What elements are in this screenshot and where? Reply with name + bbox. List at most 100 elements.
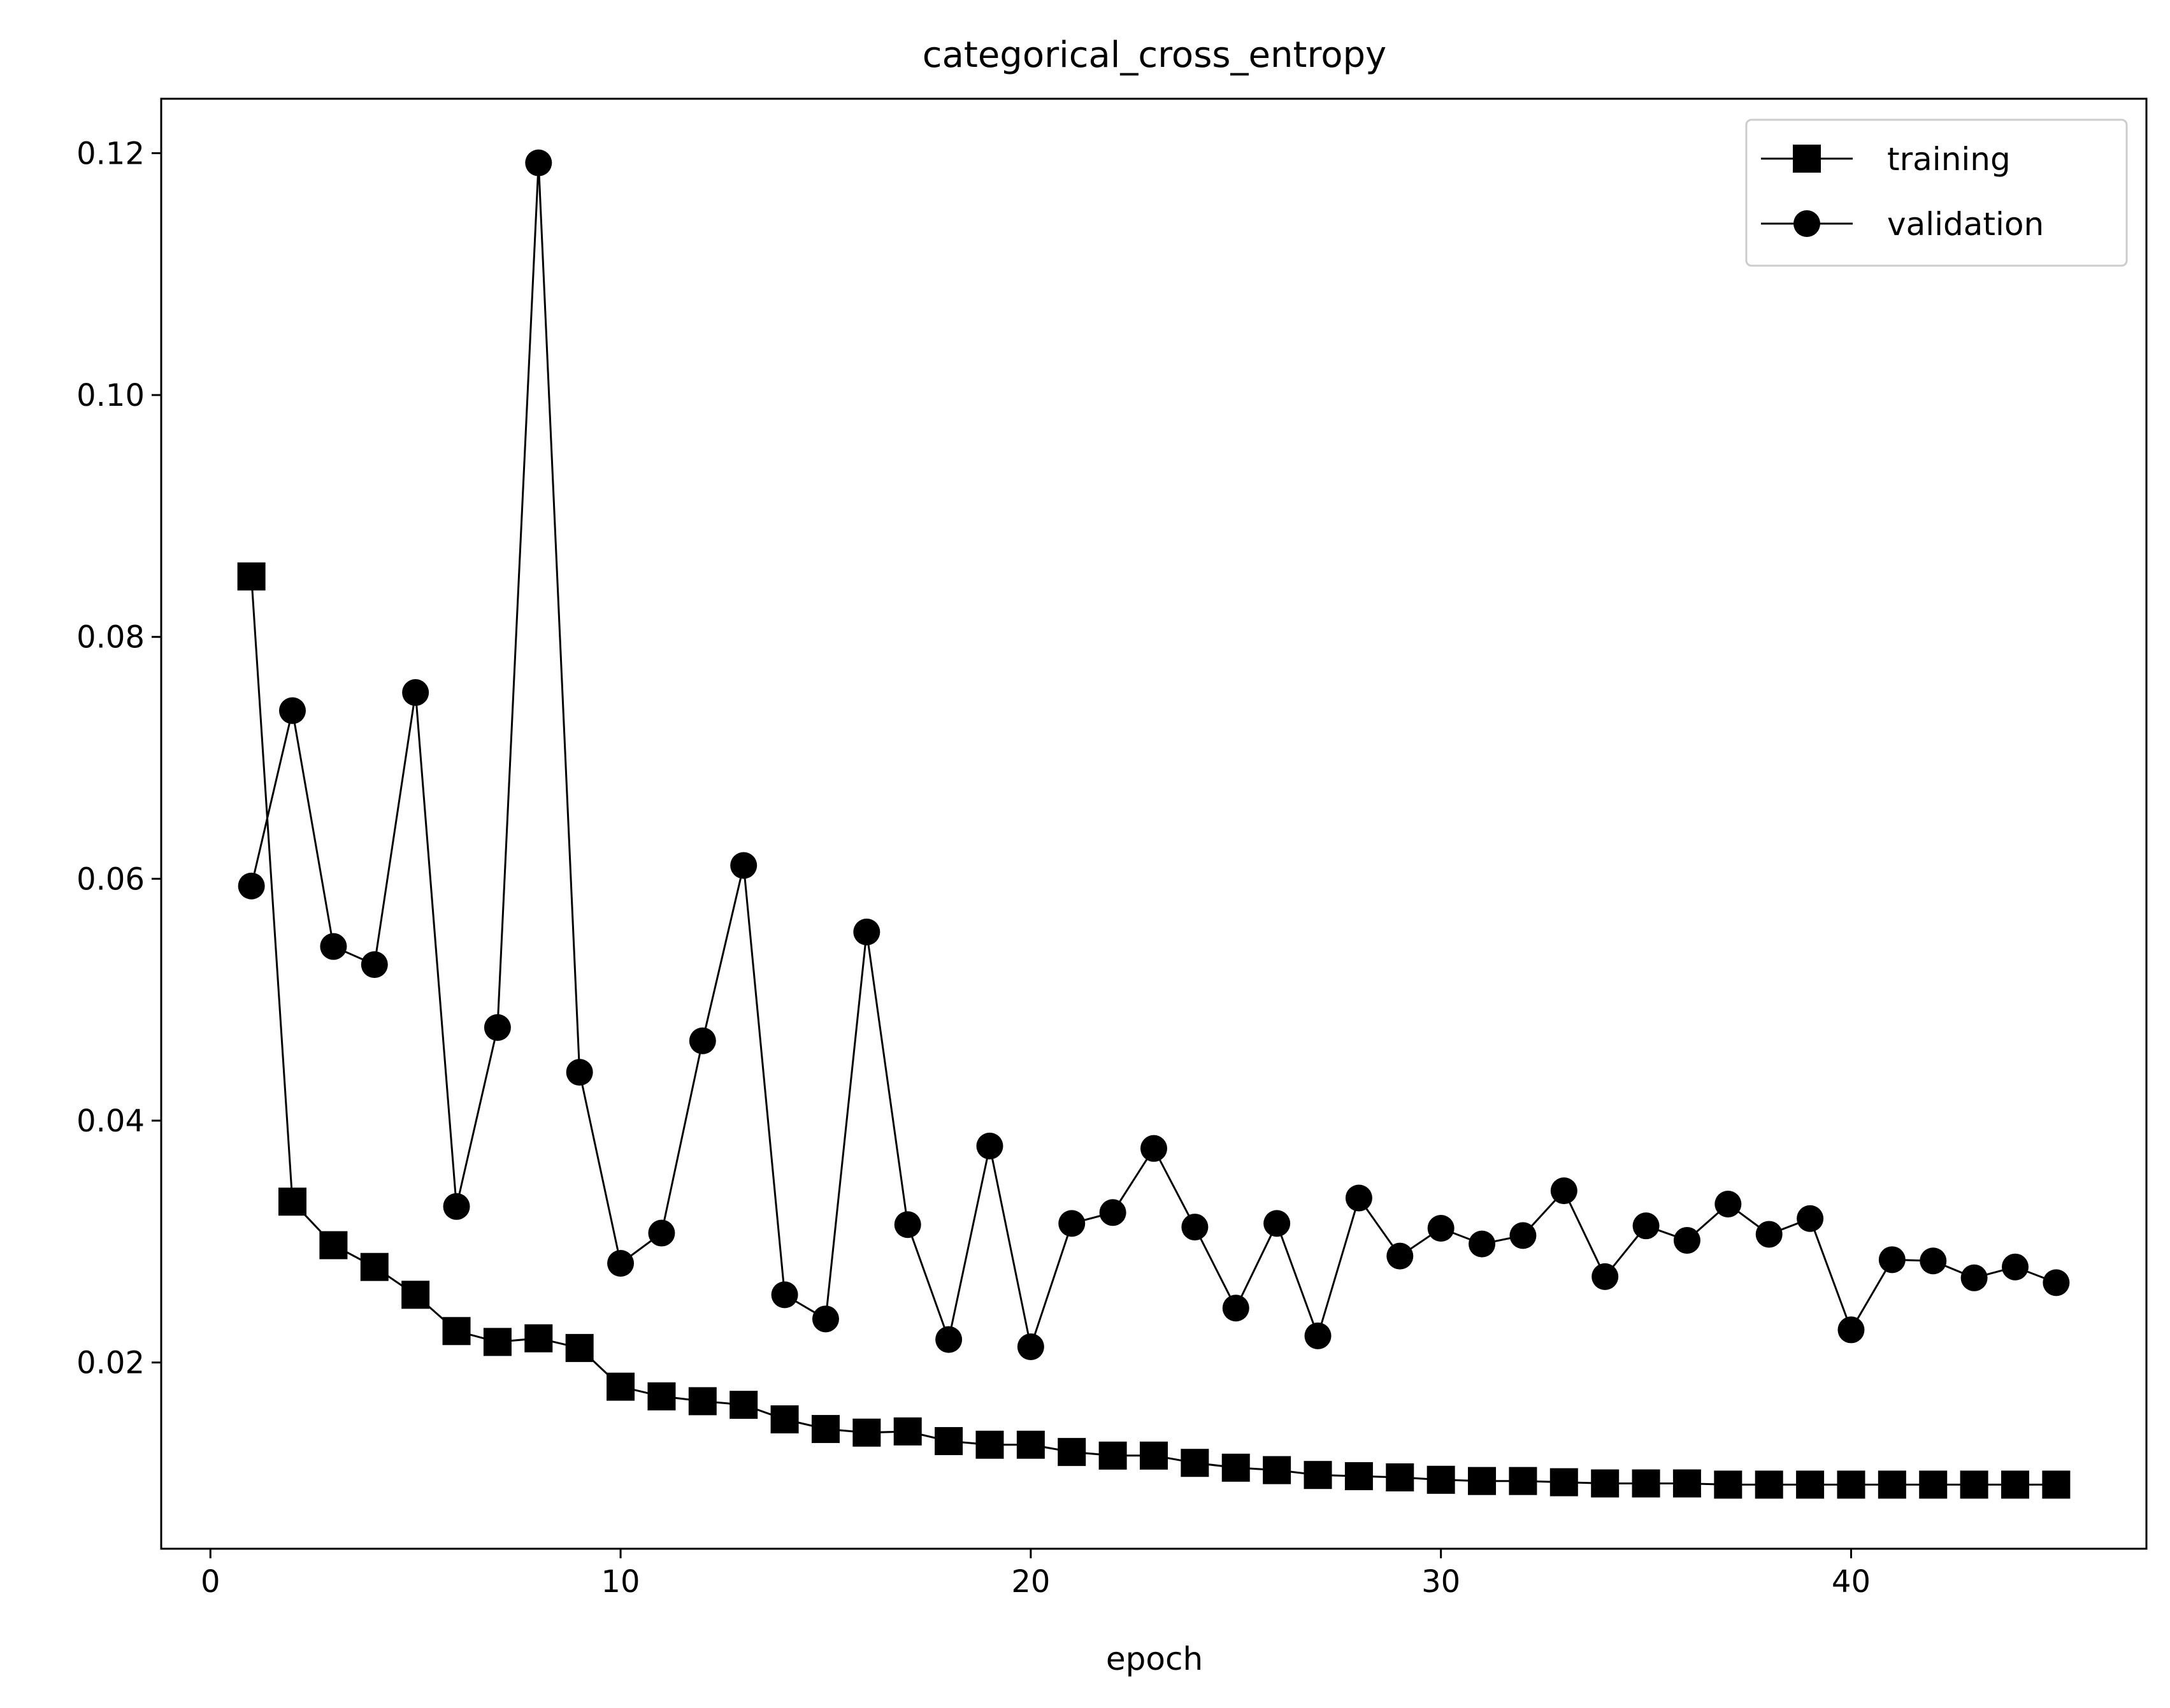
validation-series [238, 149, 2070, 1360]
validation-point [607, 1250, 635, 1277]
validation-point [1140, 1135, 1167, 1162]
training-point [935, 1427, 963, 1456]
training-point [2042, 1470, 2071, 1499]
training-point [1878, 1470, 1906, 1499]
validation-point [1797, 1205, 1824, 1232]
y-tick-label: 0.10 [76, 378, 145, 413]
training-series [237, 562, 2071, 1499]
plot-area [237, 149, 2071, 1499]
legend-validation-circle-marker [1793, 210, 1820, 237]
validation-point [1181, 1214, 1209, 1241]
legend-training-label: training [1887, 141, 2011, 178]
chart-title: categorical_cross_entropy [923, 34, 1386, 76]
training-point [1386, 1463, 1414, 1492]
validation-point [1386, 1242, 1414, 1270]
y-tick-label: 0.12 [76, 136, 145, 171]
training-point [893, 1417, 922, 1446]
x-tick-label: 40 [1832, 1564, 1871, 1600]
validation-point [484, 1014, 511, 1041]
validation-point [402, 679, 429, 707]
training-point [278, 1188, 307, 1216]
training-point [607, 1372, 635, 1401]
validation-point [853, 918, 880, 945]
validation-point [443, 1193, 470, 1220]
validation-point [1632, 1212, 1660, 1240]
validation-point [1469, 1230, 1496, 1258]
x-axis: 0 10 20 30 40 [201, 1549, 1871, 1600]
training-point [1344, 1462, 1373, 1491]
validation-point [1099, 1199, 1126, 1226]
validation-point [1920, 1247, 1947, 1275]
training-point [1714, 1470, 1742, 1499]
validation-point [771, 1281, 798, 1309]
validation-point [894, 1211, 921, 1238]
training-point [1263, 1456, 1291, 1484]
x-tick-label: 30 [1421, 1564, 1460, 1600]
training-point [1549, 1468, 1578, 1496]
plot-frame [160, 97, 2148, 1550]
validation-point [1673, 1226, 1700, 1254]
validation-point [1509, 1222, 1537, 1249]
legend-validation-label: validation [1887, 206, 2044, 243]
training-point [360, 1252, 389, 1281]
validation-point [1878, 1246, 1906, 1274]
training-point [1304, 1461, 1332, 1489]
training-point [237, 562, 266, 591]
validation-point [279, 697, 306, 724]
training-point [688, 1387, 717, 1416]
training-point [524, 1324, 553, 1353]
y-tick-label: 0.04 [76, 1103, 145, 1139]
validation-point [1263, 1210, 1291, 1237]
training-point [811, 1415, 840, 1444]
validation-point [648, 1219, 675, 1247]
y-tick-label: 0.08 [76, 620, 145, 656]
validation-point [1345, 1184, 1372, 1212]
validation-point [2001, 1253, 2029, 1281]
validation-point [1427, 1214, 1455, 1242]
training-point [483, 1328, 512, 1356]
training-point [852, 1418, 881, 1447]
validation-point [976, 1132, 1003, 1159]
training-point [1098, 1441, 1127, 1470]
validation-point [1017, 1333, 1044, 1360]
validation-point [689, 1027, 716, 1054]
training-point [1837, 1470, 1865, 1499]
training-point [1058, 1438, 1086, 1467]
training-point [401, 1281, 430, 1309]
x-axis-label: epoch [1106, 1640, 1203, 1677]
validation-point [525, 149, 552, 176]
validation-point [935, 1326, 963, 1353]
validation-point [320, 933, 347, 960]
validation-point [1960, 1264, 1988, 1291]
legend: training validation [1745, 118, 2128, 267]
training-point [647, 1382, 676, 1410]
validation-point [1304, 1322, 1332, 1349]
training-point [1468, 1467, 1497, 1495]
x-tick-label: 0 [201, 1564, 220, 1600]
training-point [1181, 1449, 1209, 1477]
validation-point [1222, 1295, 1249, 1322]
training-point [1016, 1430, 1045, 1459]
training-point [1796, 1470, 1825, 1499]
training-point [1509, 1467, 1537, 1495]
validation-point [361, 951, 388, 979]
training-point [1919, 1470, 1948, 1499]
legend-training-square-marker [1793, 145, 1821, 173]
validation-point [812, 1305, 839, 1333]
legend-frame [1745, 118, 2128, 267]
validation-point [1755, 1221, 1783, 1248]
training-point [1426, 1465, 1455, 1494]
training-point [975, 1430, 1004, 1459]
training-point [565, 1333, 594, 1362]
x-tick-label: 10 [601, 1564, 640, 1600]
y-tick-label: 0.06 [76, 861, 145, 897]
training-point [1632, 1469, 1660, 1498]
validation-point [1837, 1316, 1865, 1344]
training-point [2001, 1470, 2029, 1499]
training-point [1960, 1470, 1988, 1499]
training-point [1221, 1453, 1250, 1482]
y-tick-label: 0.02 [76, 1346, 145, 1381]
training-point [1755, 1470, 1783, 1499]
